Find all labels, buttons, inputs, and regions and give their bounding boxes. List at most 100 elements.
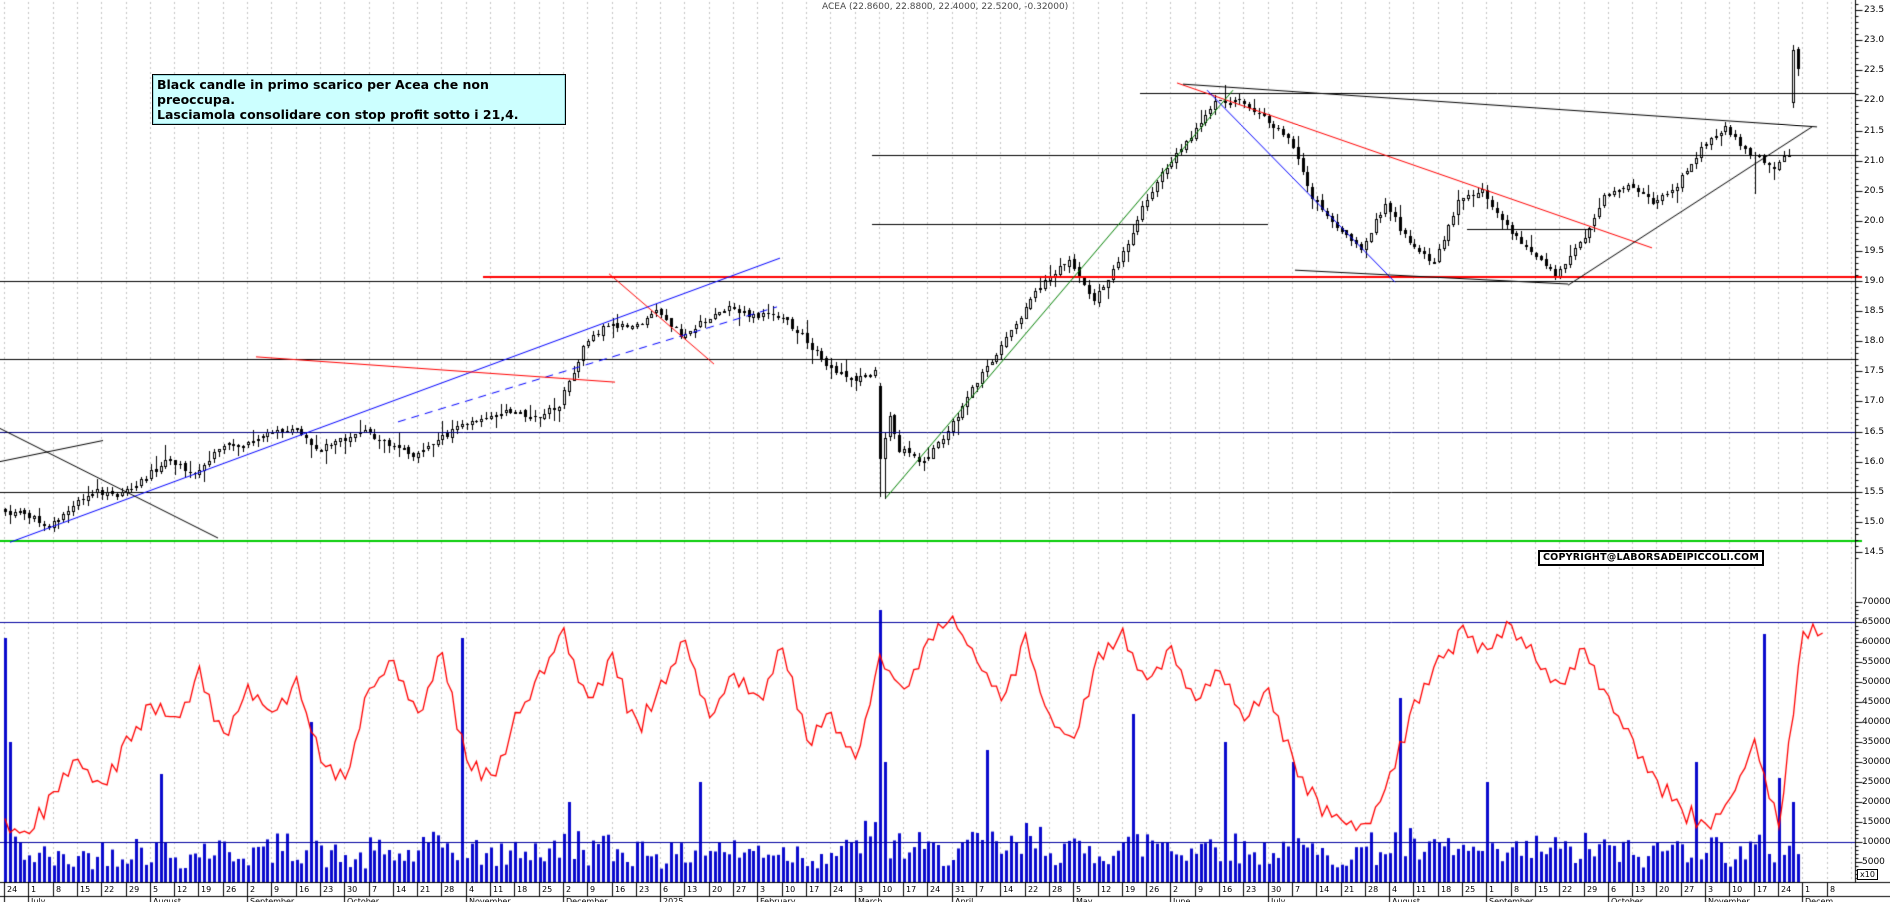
month-label: 2025 [663,897,684,902]
month-label: April [955,897,974,902]
price-tick-label: 16.0 [1864,457,1885,467]
month-label: October [1611,897,1644,902]
month-label: July [31,897,46,902]
annotation-box: Black candle in primo scarico per Acea c… [152,74,566,125]
week-start-day-label: 14 [1319,885,1330,894]
week-start-day-label: 1 [1805,885,1811,894]
month-label: March [858,897,883,902]
price-tick-label: 18.0 [1864,336,1885,346]
volume-tick-label: 25000 [1862,777,1890,787]
week-start-day-label: 2 [566,885,572,894]
month-label: February [760,897,796,902]
month-label: July [1271,897,1286,902]
month-label: November [1708,897,1750,902]
price-tick-label: 15.5 [1864,487,1885,497]
week-start-day-label: 31 [955,885,966,894]
week-start-day-label: 26 [1149,885,1160,894]
price-tick-label: 21.0 [1864,156,1885,166]
price-tick-label: 18.5 [1864,306,1885,316]
month-label: Decem [1805,897,1834,902]
week-start-day-label: 29 [129,885,140,894]
volume-tick-label: 50000 [1862,677,1890,687]
week-start-day-label: 16 [615,885,626,894]
week-start-day-label: 11 [493,885,504,894]
volume-tick-label: 5000 [1862,857,1885,867]
volume-tick-label: 15000 [1862,817,1890,827]
annotation-line-2: Lasciamola consolidare con stop profit s… [157,107,519,122]
price-tick-label: 17.0 [1864,396,1885,406]
price-tick-label: 15.0 [1864,517,1885,527]
week-start-day-label: 30 [347,885,358,894]
week-start-day-label: 3 [1708,885,1714,894]
price-tick-label: 23.5 [1864,5,1885,15]
price-tick-label: 22.5 [1864,65,1885,75]
chart-title: ACEA (22.8600, 22.8800, 22.4000, 22.5200… [822,2,1069,12]
week-start-day-label: 27 [1684,885,1695,894]
volume-tick-label: 35000 [1862,737,1890,747]
annotation-line-1: Black candle in primo scarico per Acea c… [157,77,489,107]
volume-multiplier-label: x10 [1857,869,1878,880]
price-tick-label: 20.0 [1864,216,1885,226]
week-start-day-label: 20 [712,885,723,894]
month-label: October [347,897,380,902]
week-start-day-label: 2 [1173,885,1179,894]
volume-tick-label: 45000 [1862,697,1890,707]
week-start-day-label: 22 [104,885,115,894]
week-start-day-label: 12 [177,885,188,894]
week-start-day-label: 6 [1611,885,1617,894]
week-start-day-label: 23 [639,885,650,894]
month-label: December [566,897,608,902]
week-start-day-label: 24 [7,885,18,894]
week-start-day-label: 9 [590,885,596,894]
volume-tick-label: 55000 [1862,657,1890,667]
week-start-day-label: 4 [469,885,475,894]
price-tick-label: 19.5 [1864,246,1885,256]
month-label: September [1489,897,1534,902]
volume-tick-label: 65000 [1862,617,1890,627]
week-start-day-label: 15 [1538,885,1549,894]
week-start-day-label: 1 [31,885,37,894]
volume-tick-label: 40000 [1862,717,1890,727]
month-label: August [1392,897,1420,902]
week-start-day-label: 28 [1368,885,1379,894]
week-start-day-label: 2 [250,885,256,894]
week-start-day-label: 10 [882,885,893,894]
price-tick-label: 19.0 [1864,276,1885,286]
week-start-day-label: 19 [1125,885,1136,894]
week-start-day-label: 7 [372,885,378,894]
week-start-day-label: 23 [1246,885,1257,894]
week-start-day-label: 19 [201,885,212,894]
month-label: November [469,897,511,902]
week-start-day-label: 23 [323,885,334,894]
volume-tick-label: 20000 [1862,797,1890,807]
copyright-badge: COPYRIGHT@LABORSADEIPICCOLI.COM [1538,550,1765,566]
week-start-day-label: 24 [930,885,941,894]
week-start-day-label: 29 [1587,885,1598,894]
price-tick-label: 23.0 [1864,35,1885,45]
week-start-day-label: 13 [687,885,698,894]
week-start-day-label: 15 [80,885,91,894]
week-start-day-label: 28 [1052,885,1063,894]
week-start-day-label: 18 [517,885,528,894]
week-start-day-label: 30 [1271,885,1282,894]
week-start-day-label: 26 [226,885,237,894]
week-start-day-label: 24 [1781,885,1792,894]
week-start-day-label: 10 [785,885,796,894]
price-tick-label: 21.5 [1864,126,1885,136]
week-start-day-label: 14 [396,885,407,894]
week-start-day-label: 22 [1028,885,1039,894]
week-start-day-label: 9 [274,885,280,894]
week-start-day-label: 10 [1732,885,1743,894]
week-start-day-label: 17 [906,885,917,894]
week-start-day-label: 3 [760,885,766,894]
week-start-day-label: 8 [1514,885,1520,894]
price-tick-label: 16.5 [1864,427,1885,437]
week-start-day-label: 20 [1659,885,1670,894]
week-start-day-label: 4 [1392,885,1398,894]
volume-tick-label: 10000 [1862,837,1890,847]
week-start-day-label: 25 [542,885,553,894]
volume-tick-label: 30000 [1862,757,1890,767]
volume-tick-label: 60000 [1862,637,1890,647]
